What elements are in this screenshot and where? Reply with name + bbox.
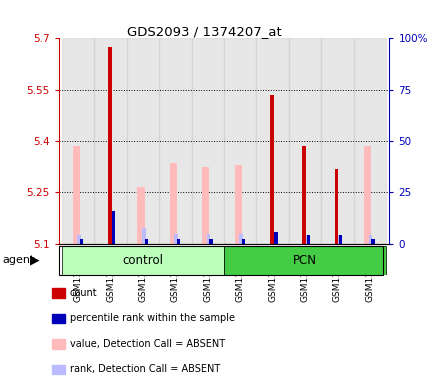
Bar [159, 38, 191, 244]
Bar [339, 235, 342, 244]
Text: agent: agent [2, 255, 34, 265]
Bar [62, 38, 94, 244]
Bar [62, 246, 224, 275]
Bar [288, 38, 321, 244]
Text: rank, Detection Call = ABSENT: rank, Detection Call = ABSENT [69, 364, 219, 374]
Text: percentile rank within the sample: percentile rank within the sample [69, 313, 234, 323]
Bar [364, 146, 371, 244]
Bar [77, 235, 81, 244]
Bar [371, 239, 374, 244]
Bar [72, 146, 79, 244]
Bar [206, 233, 210, 244]
Bar [79, 239, 83, 244]
Bar [191, 38, 224, 244]
Bar [273, 232, 277, 244]
Text: control: control [122, 254, 163, 266]
Bar [368, 235, 372, 244]
Bar [174, 233, 178, 244]
Bar [209, 239, 212, 244]
Bar [141, 228, 145, 244]
Bar [269, 95, 273, 244]
Bar [202, 167, 209, 244]
Bar [238, 233, 242, 244]
Bar [109, 225, 113, 244]
Bar [177, 239, 180, 244]
Bar [353, 38, 385, 244]
Bar [94, 38, 126, 244]
Bar [137, 187, 144, 244]
Text: PCN: PCN [293, 254, 316, 266]
Text: value, Detection Call = ABSENT: value, Detection Call = ABSENT [69, 339, 224, 349]
Bar [303, 235, 307, 244]
Bar [234, 165, 241, 244]
Bar [144, 239, 148, 244]
Bar [224, 38, 256, 244]
Bar [334, 169, 338, 244]
Text: count: count [69, 288, 97, 298]
Bar [224, 246, 385, 275]
Bar [306, 235, 309, 244]
Text: ▶: ▶ [30, 254, 39, 267]
Bar [126, 38, 159, 244]
Bar [241, 239, 244, 244]
Bar [271, 235, 275, 244]
Text: GDS2093 / 1374207_at: GDS2093 / 1374207_at [127, 25, 281, 38]
Bar [302, 146, 306, 244]
Bar [321, 38, 353, 244]
Bar [108, 47, 111, 244]
Bar [112, 211, 115, 244]
Bar [256, 38, 288, 244]
Bar [335, 235, 339, 244]
Bar [170, 163, 177, 244]
